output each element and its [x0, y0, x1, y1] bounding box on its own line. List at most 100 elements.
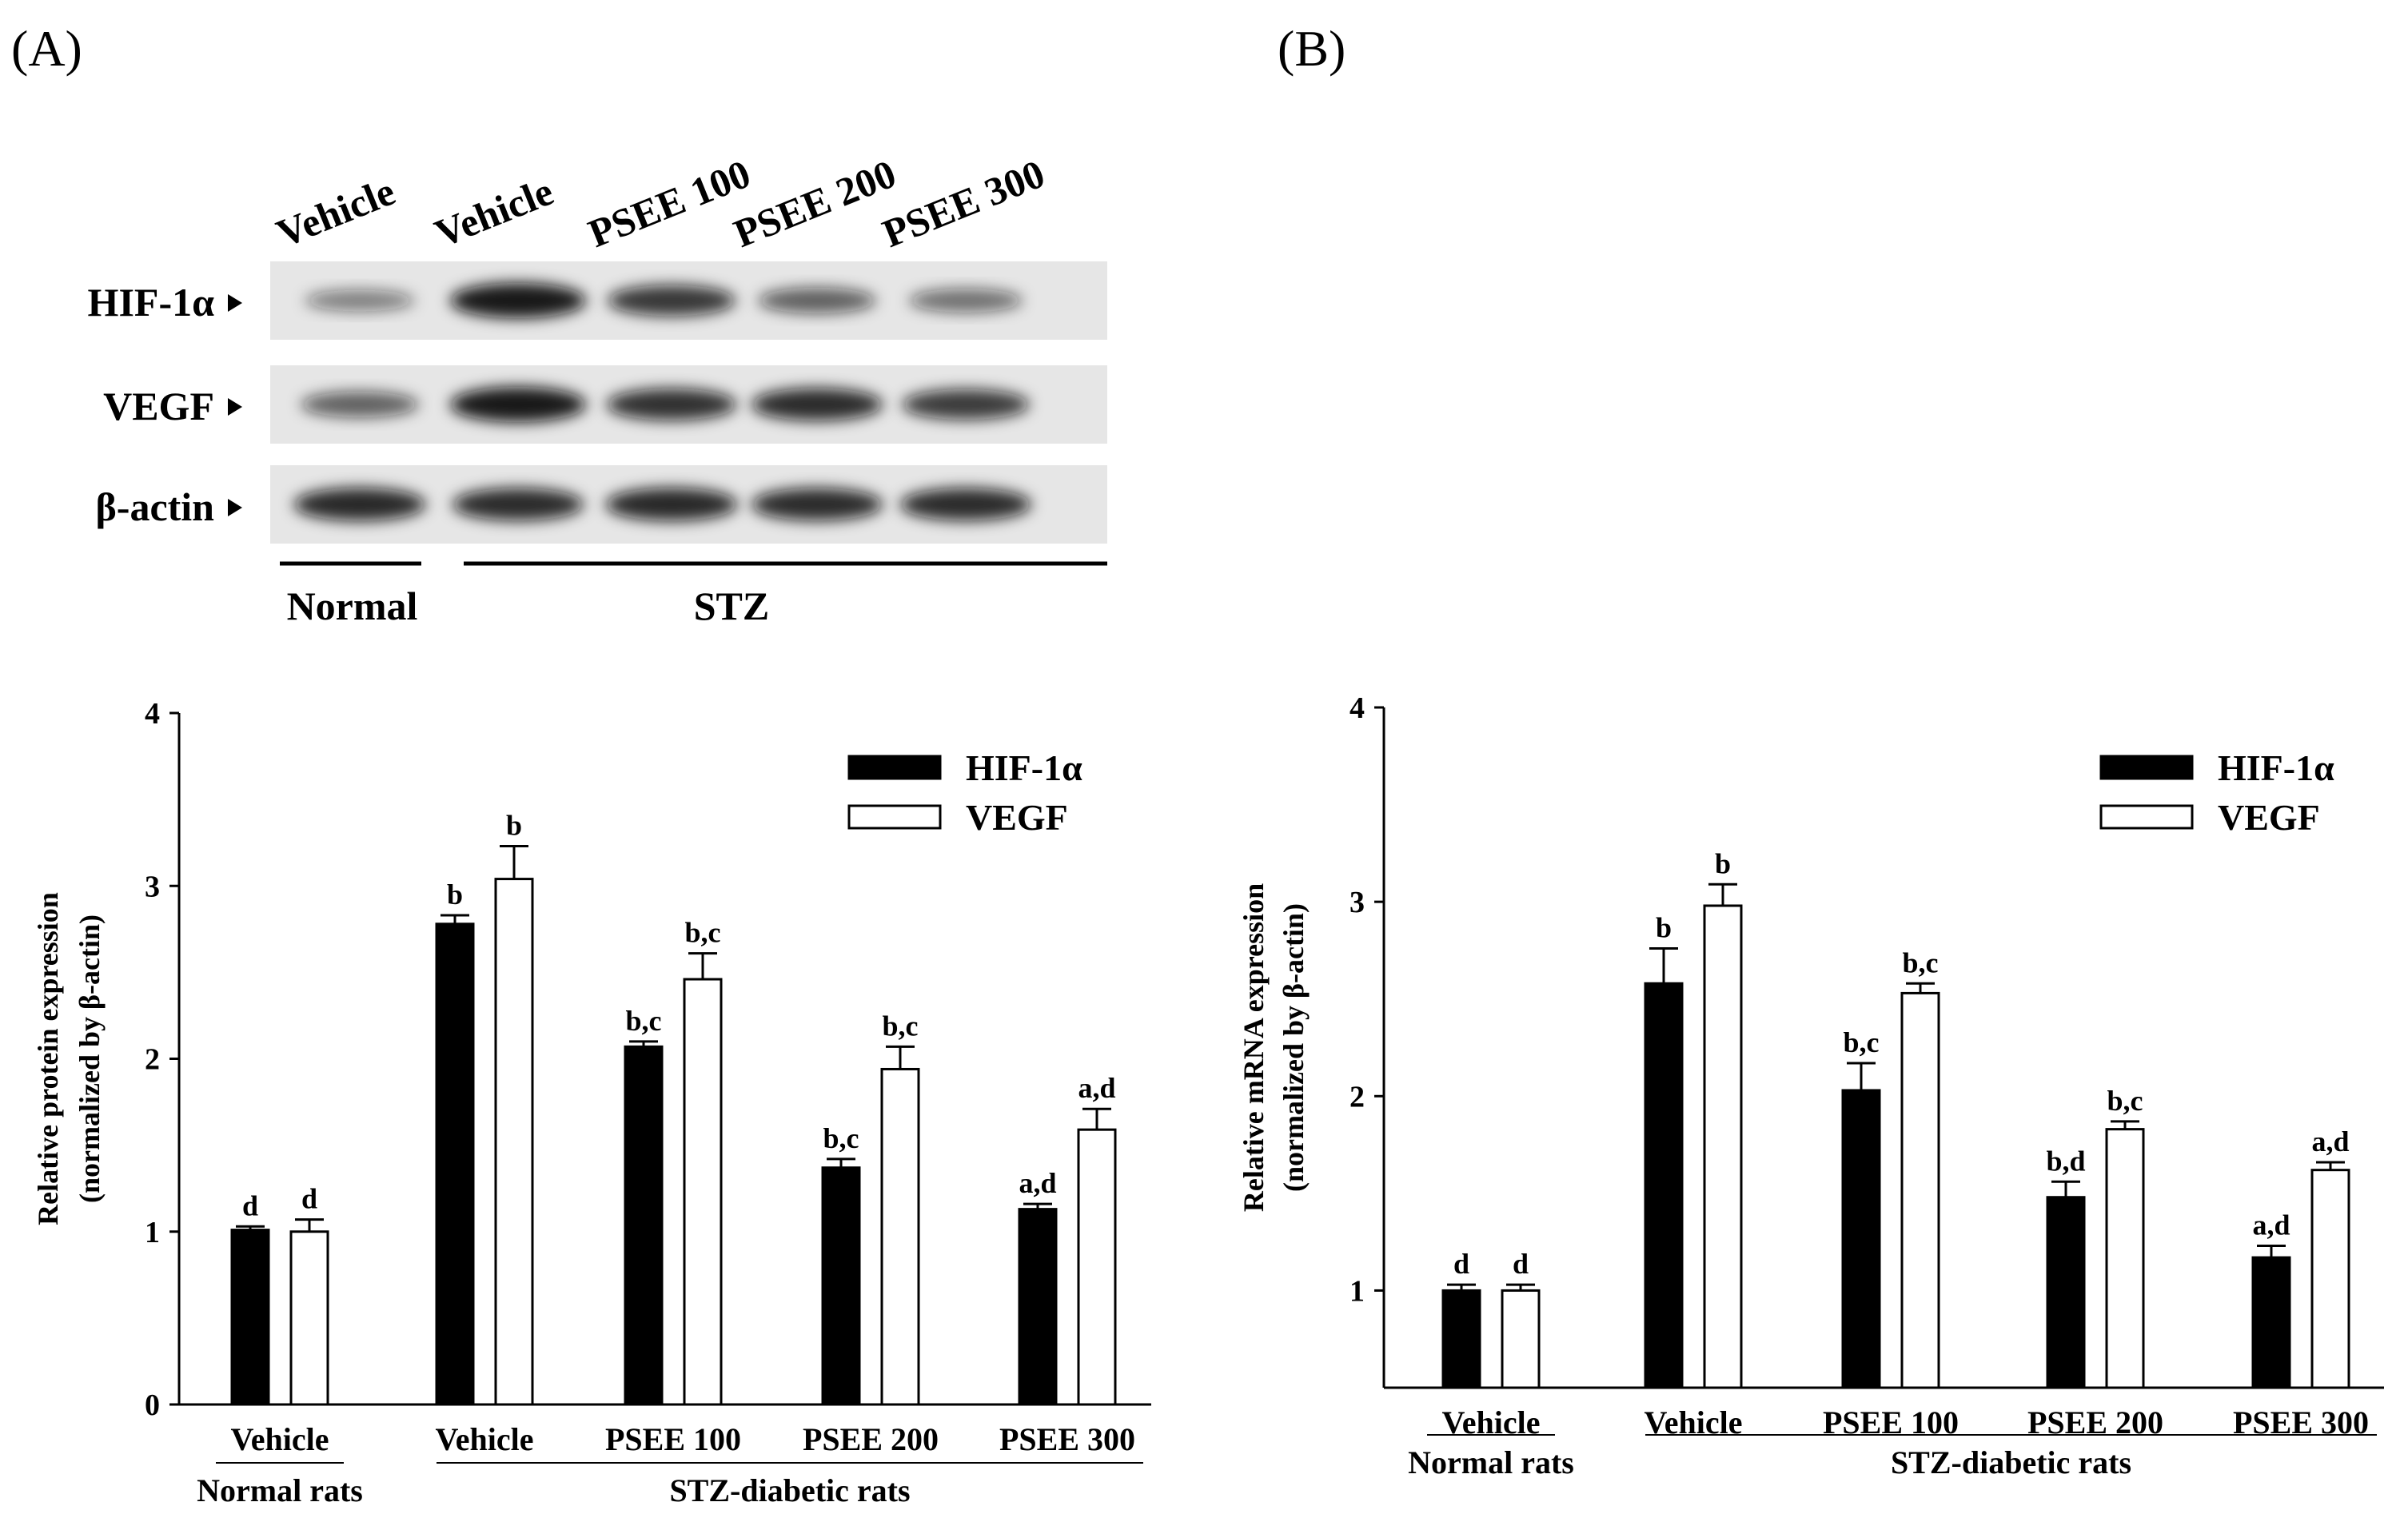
significance-label: a,d	[2252, 1209, 2290, 1241]
significance-label: a,d	[1078, 1072, 1115, 1104]
significance-label: b	[1715, 847, 1731, 879]
legend-swatch	[847, 804, 942, 830]
legend-label: HIF-1α	[966, 747, 1082, 788]
lane-label: Vehicle	[270, 169, 401, 256]
bar	[1841, 1089, 1881, 1389]
y-tick-label: 4	[1350, 691, 1365, 725]
arrow-icon	[228, 294, 242, 312]
y-axis-label: Relative mRNA expression	[1238, 883, 1270, 1212]
blot-band	[908, 289, 1023, 313]
bar	[2310, 1169, 2350, 1389]
legend-swatch	[2099, 755, 2194, 780]
bar	[2105, 1128, 2145, 1389]
y-tick-label: 0	[145, 1388, 160, 1422]
bar	[1644, 982, 1684, 1389]
blot-band	[900, 488, 1031, 521]
arrow-icon	[228, 398, 242, 416]
y-tick-label: 1	[1350, 1274, 1365, 1308]
bar	[821, 1166, 861, 1406]
significance-label: b,c	[1844, 1026, 1880, 1058]
legend-swatch	[2099, 804, 2194, 830]
significance-label: a,d	[1019, 1167, 1056, 1199]
blot-band	[902, 388, 1030, 420]
lane-label: Vehicle	[429, 169, 559, 256]
y-axis-label: Relative protein expression	[32, 892, 64, 1225]
blot-band	[605, 488, 738, 521]
category-label: PSEE 300	[999, 1421, 1135, 1457]
significance-label: d	[301, 1183, 317, 1215]
group-label: Normal rats	[197, 1472, 363, 1508]
arrow-icon	[228, 499, 242, 516]
bar	[289, 1230, 329, 1406]
lane-label: PSEE 300	[876, 151, 1051, 257]
bar	[494, 878, 534, 1406]
y-tick-label: 2	[145, 1043, 160, 1077]
bar	[1900, 991, 1940, 1389]
bar	[2046, 1196, 2086, 1389]
bar	[1441, 1289, 1481, 1389]
significance-label: d	[1453, 1248, 1469, 1280]
blot-band	[752, 488, 883, 521]
category-label: PSEE 100	[605, 1421, 741, 1457]
group-label: STZ	[694, 584, 770, 628]
protein-bar-chart: 0 1 2 3 4 Relative protein expression (normali…	[32, 697, 1151, 1508]
y-tick-label: 4	[145, 697, 160, 731]
group-label: STZ-diabetic rats	[669, 1472, 910, 1508]
legend-label: VEGF	[966, 797, 1068, 838]
significance-label: b,d	[2046, 1145, 2085, 1177]
bar	[1703, 904, 1743, 1389]
y-tick-label: 1	[145, 1216, 160, 1249]
legend-swatch	[847, 755, 942, 780]
bar	[435, 922, 475, 1406]
panel-b-label: (B)	[1278, 20, 1346, 77]
lane-label: PSEE 100	[582, 151, 756, 257]
significance-label: b,c	[685, 917, 721, 949]
bar	[880, 1067, 920, 1406]
lane-label: PSEE 200	[728, 151, 902, 257]
protein-label: HIF-1α	[88, 280, 215, 325]
category-label: Vehicle	[231, 1421, 329, 1457]
significance-label: d	[242, 1189, 258, 1221]
bar	[1077, 1128, 1117, 1406]
significance-label: b,c	[2107, 1085, 2143, 1117]
blot-band	[606, 388, 737, 421]
bar	[2251, 1256, 2291, 1389]
y-tick-label: 3	[1350, 886, 1365, 919]
blot-band	[608, 285, 736, 317]
y-axis-label-2: (normalized by β-actin)	[1278, 903, 1310, 1192]
protein-label: VEGF	[103, 384, 214, 428]
significance-label: b,c	[626, 1005, 662, 1037]
group-label: Normal	[287, 584, 418, 628]
bar	[230, 1229, 270, 1406]
y-axis-label-2: (normalized by β-actin)	[74, 914, 106, 1203]
blot-band	[450, 387, 586, 422]
y-tick-label: 3	[145, 870, 160, 903]
group-label: Normal rats	[1408, 1444, 1574, 1480]
y-tick-label: 2	[1350, 1080, 1365, 1114]
legend-label: VEGF	[2218, 797, 2320, 838]
bar	[683, 978, 723, 1406]
category-label: PSEE 200	[803, 1421, 939, 1457]
blot-band	[758, 287, 876, 314]
mrna-bar-chart: 1 2 3 4 Relative mRNA expression (normalized …	[1238, 691, 2384, 1480]
blot-band	[293, 488, 426, 521]
significance-label: b	[447, 879, 463, 910]
significance-label: b	[1656, 911, 1672, 943]
significance-label: b,c	[823, 1122, 859, 1154]
bar	[1501, 1289, 1541, 1389]
blot-band	[752, 388, 883, 421]
blot-band	[301, 391, 419, 418]
significance-label: a,d	[2311, 1126, 2349, 1157]
significance-label: b,c	[883, 1010, 919, 1042]
protein-label: β-actin	[95, 484, 214, 529]
group-label: STZ-diabetic rats	[1891, 1444, 2131, 1480]
bar	[1018, 1208, 1058, 1406]
significance-label: b,c	[1903, 946, 1939, 978]
category-label: Vehicle	[436, 1421, 534, 1457]
bar	[624, 1045, 664, 1406]
legend-label: HIF-1α	[2218, 747, 2334, 788]
significance-label: b	[506, 810, 522, 842]
blot-band	[305, 289, 415, 312]
